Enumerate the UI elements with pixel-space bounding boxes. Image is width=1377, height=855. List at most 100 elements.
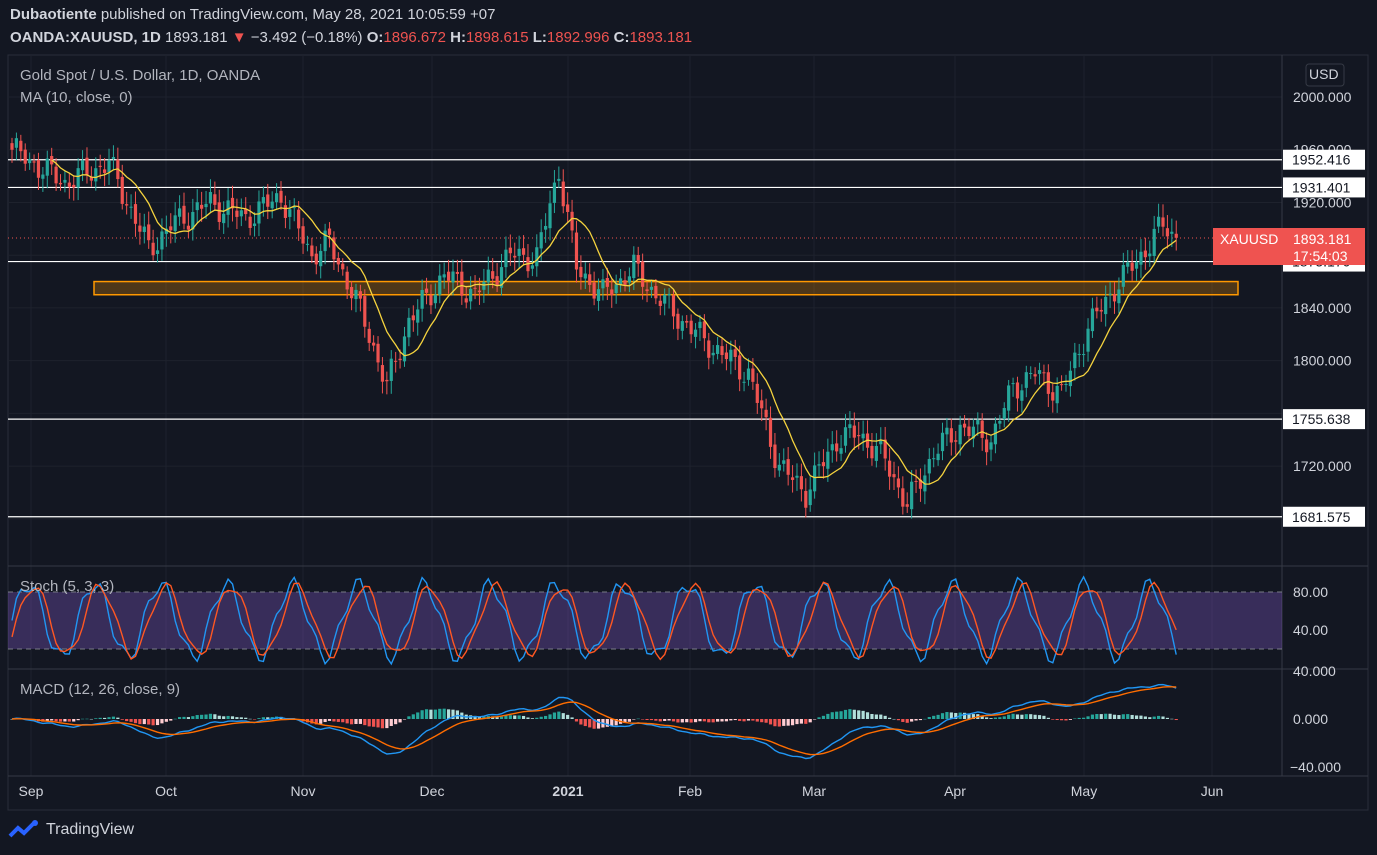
candle — [901, 488, 905, 507]
macd-bar — [266, 717, 270, 719]
macd-bar — [949, 712, 953, 719]
macd-bar — [45, 719, 49, 721]
macd-bar — [1130, 714, 1134, 719]
macd-bar — [239, 717, 243, 719]
macd-bar — [588, 719, 592, 728]
macd-bar — [1143, 716, 1147, 719]
candle — [1011, 383, 1015, 385]
macd-bar — [107, 717, 111, 719]
currency-box[interactable] — [1305, 63, 1345, 87]
level-label: 1681.575 — [1292, 509, 1351, 525]
candle — [632, 254, 636, 279]
candle — [1024, 372, 1028, 388]
time-ticks: Sep Oct Nov Dec 2021 Feb Mar Apr May Jun — [19, 783, 1224, 799]
stoch-d-line — [11, 580, 1177, 661]
tradingview-logo[interactable]: TradingView — [8, 820, 134, 840]
macd-bar — [244, 717, 248, 719]
candle — [363, 296, 367, 327]
candle — [67, 182, 71, 187]
candle — [257, 201, 261, 224]
candle — [235, 210, 239, 217]
candle — [1046, 372, 1050, 394]
candle — [372, 342, 376, 346]
macd-bar — [680, 719, 684, 723]
candle — [226, 200, 230, 215]
candle — [879, 439, 883, 445]
macd-bar — [579, 719, 583, 725]
macd-bar — [623, 719, 627, 724]
candle — [654, 285, 658, 299]
candle — [989, 442, 993, 450]
candle — [623, 280, 627, 286]
candle — [1117, 289, 1121, 304]
candle — [305, 243, 310, 245]
candle — [28, 159, 32, 164]
macd-bar — [552, 712, 557, 719]
candle — [433, 294, 437, 304]
macd-bar — [667, 719, 671, 721]
macd-bar — [689, 719, 693, 723]
candle — [394, 360, 398, 362]
candle — [429, 295, 433, 306]
candle — [438, 275, 442, 295]
macd-bar — [1082, 717, 1086, 719]
candle — [738, 355, 742, 380]
macd-bar — [495, 717, 499, 719]
macd-bar — [517, 715, 521, 719]
candle — [402, 336, 407, 362]
candle — [1121, 265, 1125, 287]
macd-bar — [111, 716, 116, 719]
candle — [407, 317, 411, 338]
macd-bar — [583, 719, 587, 727]
candle — [777, 464, 781, 471]
candle — [204, 203, 208, 208]
macd-bar — [1059, 719, 1064, 721]
candle — [998, 420, 1002, 424]
macd-bar — [826, 713, 830, 719]
macd-bar — [760, 719, 764, 723]
macd-bar — [1161, 716, 1165, 719]
candle — [133, 204, 138, 224]
candle — [1002, 408, 1006, 419]
candle — [14, 138, 19, 148]
candle — [658, 300, 662, 306]
candle — [799, 476, 803, 490]
macd-bar — [213, 714, 217, 719]
candle — [288, 209, 292, 217]
macd-bar — [980, 715, 984, 719]
candle — [773, 444, 777, 469]
macd-bar — [693, 719, 698, 723]
macd-bar — [1077, 717, 1081, 719]
candle — [151, 242, 155, 256]
candle — [790, 477, 795, 480]
macd-bar — [310, 719, 314, 724]
candle — [535, 247, 539, 267]
candle — [782, 460, 786, 464]
macd-bar — [539, 716, 543, 719]
macd-bar — [235, 717, 239, 719]
candle — [808, 489, 812, 506]
change: −3.492 (−0.18%) — [250, 29, 363, 46]
price-tick: 1800.000 — [1293, 353, 1352, 369]
macd-bar — [270, 717, 274, 719]
candle — [949, 428, 953, 443]
candle — [446, 271, 451, 281]
macd-bar — [208, 713, 213, 719]
macd-bar — [217, 715, 221, 719]
macd-bar — [446, 709, 451, 719]
macd-bar — [707, 719, 711, 723]
support-zone[interactable] — [93, 280, 1239, 296]
macd-bar — [1152, 716, 1156, 719]
macd-bar — [125, 719, 129, 722]
candle — [173, 215, 177, 232]
candle — [177, 208, 182, 217]
candle — [275, 193, 279, 203]
macd-bar — [358, 719, 362, 724]
candle — [645, 289, 649, 292]
candle — [985, 439, 989, 453]
candle — [786, 459, 790, 475]
last-price: 1893.181 — [165, 29, 228, 46]
macd-bar — [411, 714, 415, 719]
macd-bar — [376, 719, 380, 728]
